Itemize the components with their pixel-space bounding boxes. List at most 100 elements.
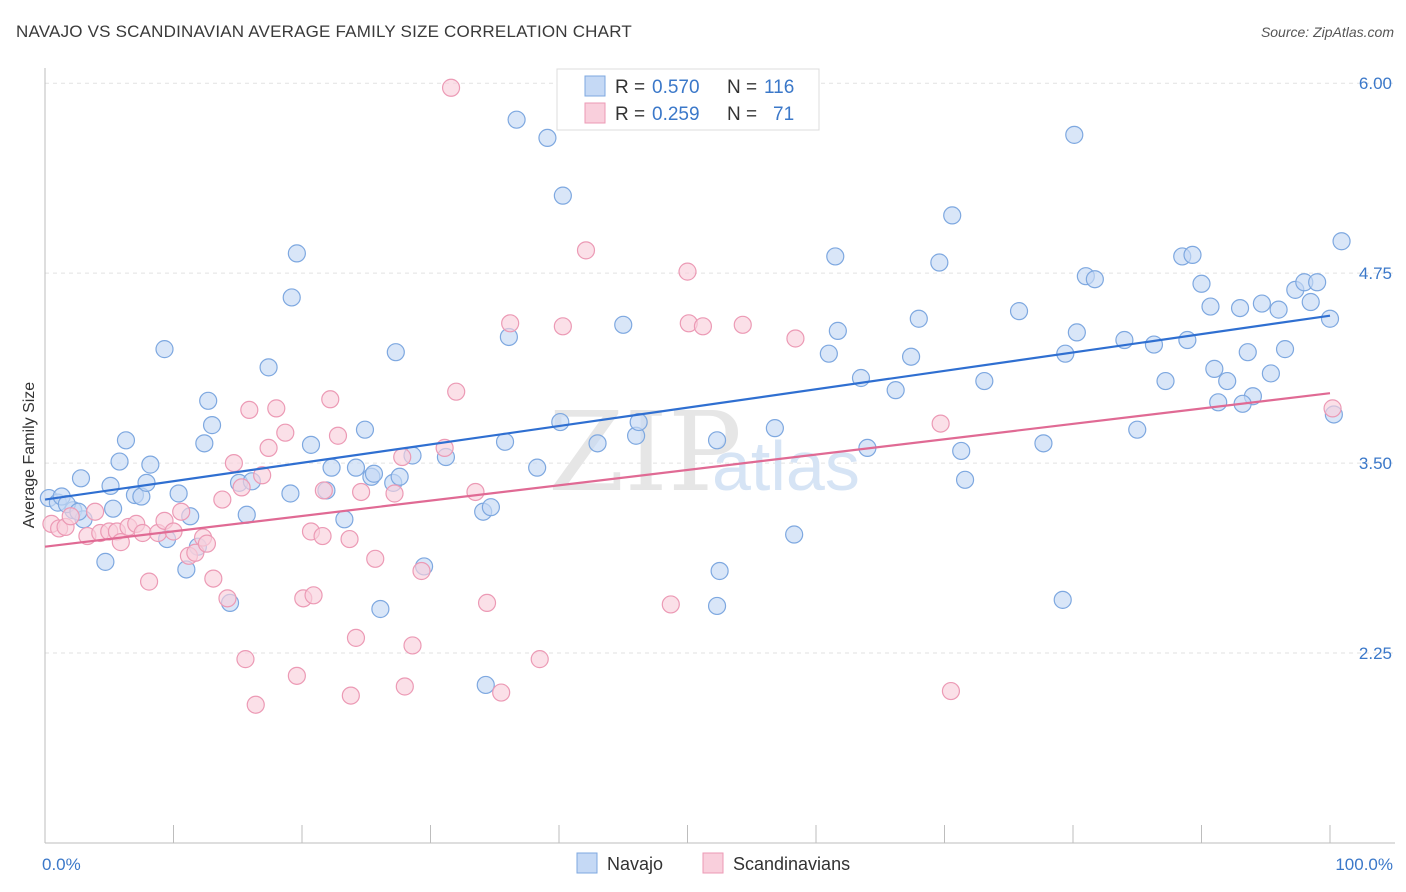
navajo-point <box>1085 270 1104 289</box>
navajo-point <box>481 498 500 517</box>
navajo-point <box>346 458 366 477</box>
scandinavian-point <box>213 490 232 509</box>
scandinavian-point <box>314 481 333 500</box>
navajo-point <box>322 458 341 477</box>
scandinavian-point <box>246 695 265 714</box>
navajo-point <box>1053 590 1072 609</box>
navajo-point <box>1201 297 1220 316</box>
navajo-point <box>116 431 136 450</box>
navajo-point <box>96 552 115 571</box>
scandinavian-point <box>1323 399 1342 418</box>
scandinavian-point <box>412 561 431 581</box>
scandinavian-point <box>395 677 414 696</box>
navajo-point <box>952 441 971 461</box>
scandinavian-point <box>321 390 340 409</box>
navajo-point <box>943 206 962 225</box>
navajo-point <box>1261 364 1280 383</box>
scandinavian-point <box>236 650 255 669</box>
scandinavian-point <box>492 683 511 702</box>
navajo-point <box>281 484 300 503</box>
navajo-point <box>301 435 321 454</box>
source-label: Source: ZipAtlas.com <box>1260 24 1394 40</box>
navajo-point <box>909 309 928 328</box>
navajo-point <box>901 347 921 366</box>
navajo-point <box>1308 273 1327 292</box>
navajo-point <box>1178 330 1197 350</box>
navajo-point <box>765 419 784 438</box>
navajo-trend-line <box>44 314 1331 501</box>
navajo-point <box>1301 292 1320 312</box>
watermark: ZIP atlas <box>548 388 860 516</box>
navajo-point <box>1067 323 1086 342</box>
navajo-point <box>199 391 218 410</box>
navajo-point <box>1128 420 1147 439</box>
scandinavian-point <box>733 315 752 334</box>
navajo-point <box>886 381 905 400</box>
scandinavian-point <box>693 317 713 336</box>
navajo-point <box>71 469 91 488</box>
navajo-point <box>819 344 838 363</box>
scandinavian-point <box>393 447 412 467</box>
scandinavian-r-value: 0.259 <box>652 104 700 125</box>
trend-lines <box>44 314 1331 548</box>
navajo-point <box>364 464 384 483</box>
navajo-point <box>386 343 405 362</box>
y-tick-label: 6.00 <box>1359 74 1392 93</box>
scandinavian-point <box>133 523 152 543</box>
navajo-point <box>259 358 278 377</box>
navajo-point <box>1183 245 1202 265</box>
navajo-point <box>1034 434 1053 453</box>
scandinavian-point <box>253 466 272 485</box>
navajo-r-label: R = <box>615 77 645 98</box>
scandinavian-point <box>385 484 404 503</box>
navajo-point <box>710 561 729 581</box>
legend-navajo-label: Navajo <box>607 854 663 874</box>
navajo-point <box>110 452 129 471</box>
scandinavian-point <box>447 382 466 401</box>
scandinavian-point <box>403 636 422 655</box>
navajo-point <box>1230 298 1250 318</box>
scandinavian-point <box>259 438 278 458</box>
scandinavian-point <box>224 453 243 473</box>
scandinavian-point <box>197 534 217 553</box>
scandinavian-points <box>42 78 1342 714</box>
navajo-point <box>1009 302 1029 321</box>
series-legend: Navajo Scandinavians <box>576 852 850 874</box>
navajo-point <box>287 244 306 263</box>
navajo-point <box>551 412 570 432</box>
scandinavian-point <box>313 526 332 546</box>
navajo-point <box>1192 274 1211 293</box>
navajo-point <box>614 315 633 334</box>
navajo-point <box>195 434 214 453</box>
scandinavian-point <box>501 314 520 333</box>
navajo-point <box>1065 125 1084 144</box>
navajo-point <box>390 467 409 486</box>
navajo-point <box>355 420 375 439</box>
navajo-point <box>1252 294 1271 313</box>
y-axis-label: Average Family Size <box>21 382 38 529</box>
navajo-point <box>528 458 547 477</box>
navajo-point <box>930 253 949 272</box>
navajo-point <box>707 431 727 450</box>
scandinavian-point <box>204 569 223 588</box>
scandinavian-point <box>276 423 295 442</box>
scandinavian-point <box>553 317 572 336</box>
navajo-point <box>828 321 847 340</box>
scandinavian-n-label: N = <box>727 104 757 125</box>
navajo-point <box>202 416 222 435</box>
navajo-point <box>1332 232 1351 251</box>
y-tick-labels: 2.25 3.50 4.75 6.00 <box>1359 74 1392 663</box>
navajo-point <box>1218 371 1237 391</box>
navajo-point <box>826 247 845 266</box>
scandinavian-point <box>328 426 348 445</box>
watermark-atlas: atlas <box>712 427 860 505</box>
y-tick-label: 4.75 <box>1359 264 1392 283</box>
scandinavian-point <box>267 399 286 418</box>
chart-title: NAVAJO VS SCANDINAVIAN AVERAGE FAMILY SI… <box>16 22 632 41</box>
navajo-point <box>588 434 607 453</box>
navajo-point <box>507 110 526 129</box>
scandinavian-point <box>341 686 360 705</box>
scandinavian-point <box>86 502 105 521</box>
navajo-point <box>975 371 994 391</box>
